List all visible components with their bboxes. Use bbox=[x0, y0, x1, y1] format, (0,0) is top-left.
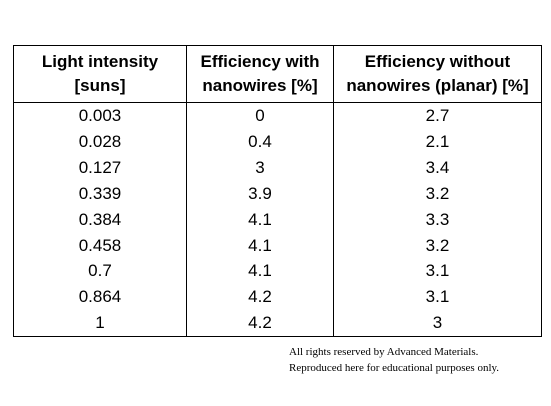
table-row: 0.127 3 3.4 bbox=[13, 154, 542, 181]
header-efficiency-with-nanowires: Efficiency with nanowires [%] bbox=[186, 45, 334, 103]
cell-efficiency-without: 2.7 bbox=[333, 102, 542, 129]
cell-efficiency-with: 4.1 bbox=[186, 206, 334, 233]
cell-light-intensity: 1 bbox=[13, 310, 187, 338]
cell-light-intensity: 0.458 bbox=[13, 232, 187, 259]
header-light-intensity-line2: [suns] bbox=[74, 76, 126, 95]
header-with-nanowires-line2: nanowires [%] bbox=[202, 76, 318, 95]
cell-light-intensity: 0.028 bbox=[13, 128, 187, 155]
efficiency-table: Light intensity [suns] Efficiency with n… bbox=[13, 45, 542, 338]
table-row: 0.003 0 2.7 bbox=[13, 102, 542, 129]
copyright-notice: All rights reserved by Advanced Material… bbox=[289, 344, 499, 376]
cell-efficiency-with: 3 bbox=[186, 154, 334, 181]
cell-efficiency-without: 3.1 bbox=[333, 284, 542, 311]
cell-efficiency-with: 4.1 bbox=[186, 232, 334, 259]
table-header-row: Light intensity [suns] Efficiency with n… bbox=[13, 45, 542, 103]
table-row: 0.7 4.1 3.1 bbox=[13, 258, 542, 285]
cell-efficiency-with: 3.9 bbox=[186, 180, 334, 207]
cell-light-intensity: 0.384 bbox=[13, 206, 187, 233]
header-without-nanowires-line2: nanowires (planar) [%] bbox=[346, 76, 529, 95]
cell-efficiency-with: 4.2 bbox=[186, 284, 334, 311]
cell-efficiency-without: 3.3 bbox=[333, 206, 542, 233]
header-light-intensity: Light intensity [suns] bbox=[13, 45, 187, 103]
cell-light-intensity: 0.864 bbox=[13, 284, 187, 311]
cell-efficiency-without: 2.1 bbox=[333, 128, 542, 155]
table-row: 0.384 4.1 3.3 bbox=[13, 206, 542, 233]
table-row: 0.864 4.2 3.1 bbox=[13, 284, 542, 311]
cell-efficiency-without: 3.2 bbox=[333, 180, 542, 207]
table-row: 0.028 0.4 2.1 bbox=[13, 128, 542, 155]
cell-efficiency-without: 3.4 bbox=[333, 154, 542, 181]
cell-light-intensity: 0.7 bbox=[13, 258, 187, 285]
header-without-nanowires-line1: Efficiency without bbox=[364, 52, 511, 71]
cell-efficiency-with: 0 bbox=[186, 102, 334, 129]
copyright-line-1: All rights reserved by Advanced Material… bbox=[289, 346, 479, 358]
cell-light-intensity: 0.127 bbox=[13, 154, 187, 181]
cell-efficiency-with: 4.2 bbox=[186, 310, 334, 338]
cell-light-intensity: 0.339 bbox=[13, 180, 187, 207]
header-light-intensity-line1: Light intensity bbox=[41, 52, 159, 71]
cell-efficiency-with: 4.1 bbox=[186, 258, 334, 285]
header-efficiency-without-nanowires: Efficiency without nanowires (planar) [%… bbox=[333, 45, 542, 103]
header-with-nanowires-line1: Efficiency with bbox=[200, 52, 320, 71]
cell-efficiency-with: 0.4 bbox=[186, 128, 334, 155]
cell-light-intensity: 0.003 bbox=[13, 102, 187, 129]
table-row: 0.458 4.1 3.2 bbox=[13, 232, 542, 259]
copyright-line-2: Reproduced here for educational purposes… bbox=[289, 362, 500, 374]
cell-efficiency-without: 3.1 bbox=[333, 258, 542, 285]
table-row: 1 4.2 3 bbox=[13, 310, 542, 338]
cell-efficiency-without: 3.2 bbox=[333, 232, 542, 259]
cell-efficiency-without: 3 bbox=[333, 310, 542, 338]
table-row: 0.339 3.9 3.2 bbox=[13, 180, 542, 207]
